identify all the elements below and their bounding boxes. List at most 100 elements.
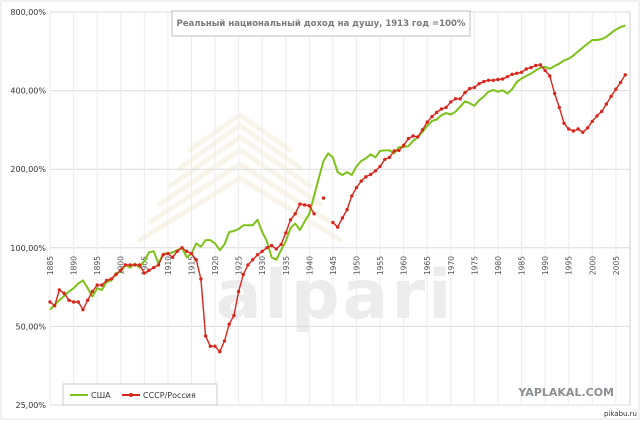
data-point xyxy=(364,175,368,179)
data-point xyxy=(288,218,293,222)
data-point xyxy=(420,128,425,132)
data-point xyxy=(430,114,434,119)
x-tick-label: 1915 xyxy=(187,256,196,275)
x-tick-label: 1995 xyxy=(565,256,574,275)
data-point xyxy=(458,97,462,101)
data-point xyxy=(529,65,533,70)
data-point xyxy=(609,94,613,99)
x-tick-label: 1885 xyxy=(46,256,55,275)
x-tick-label: 1905 xyxy=(140,256,149,275)
x-tick-label: 1890 xyxy=(70,256,79,275)
data-point xyxy=(189,251,194,256)
data-point xyxy=(557,105,561,110)
data-point xyxy=(236,289,241,294)
y-tick-label: 50,00% xyxy=(15,322,46,331)
x-tick-label: 1925 xyxy=(235,256,244,275)
data-point xyxy=(515,71,519,76)
data-point xyxy=(218,350,222,354)
data-point xyxy=(463,90,467,95)
x-tick-label: 1975 xyxy=(470,256,479,275)
data-point xyxy=(534,63,538,68)
x-tick-label: 2000 xyxy=(588,256,597,275)
data-point xyxy=(359,179,363,183)
data-point xyxy=(439,107,444,111)
data-point xyxy=(576,127,580,131)
yaplakal-watermark: YAPLAKAL.COM xyxy=(517,386,614,399)
data-point xyxy=(590,119,594,124)
data-point xyxy=(491,78,495,83)
data-point xyxy=(444,105,448,110)
data-point xyxy=(614,87,618,91)
data-point xyxy=(505,75,510,79)
data-point xyxy=(378,164,382,169)
data-point xyxy=(600,109,604,114)
data-point xyxy=(321,196,326,200)
data-point xyxy=(562,121,566,125)
legend-label: США xyxy=(91,391,111,400)
x-axis: 1885 1890 1895 1900 1905 1910 1915 1920 1925 1930… xyxy=(46,256,621,275)
alpari-watermark: alpari xyxy=(216,256,455,335)
data-point xyxy=(222,339,227,343)
data-point xyxy=(152,265,156,270)
legend-label: СССР/Россия xyxy=(143,391,196,400)
data-point xyxy=(100,283,104,287)
data-point xyxy=(62,291,66,295)
data-point xyxy=(486,78,491,83)
data-point xyxy=(156,263,161,267)
data-point xyxy=(170,255,175,259)
data-point xyxy=(406,136,411,141)
data-point xyxy=(501,77,505,81)
data-point xyxy=(595,114,599,118)
data-point xyxy=(166,251,170,256)
x-tick-label: 1895 xyxy=(93,256,102,275)
x-tick-label: 2005 xyxy=(612,256,621,275)
data-point xyxy=(81,307,85,312)
data-point xyxy=(623,73,627,77)
data-point xyxy=(185,249,189,253)
data-point xyxy=(90,289,95,294)
data-point xyxy=(161,253,165,257)
data-point xyxy=(255,253,260,257)
x-tick-label: 1970 xyxy=(447,256,456,275)
data-point xyxy=(95,283,99,287)
data-point xyxy=(48,300,52,304)
data-point xyxy=(114,272,118,277)
data-point xyxy=(227,322,231,326)
data-point xyxy=(482,79,486,84)
x-tick-label: 1980 xyxy=(494,256,503,275)
data-point xyxy=(331,220,335,225)
chart-title-box: Реальный национальный доход на душу, 191… xyxy=(171,10,471,37)
data-point xyxy=(119,268,123,272)
data-point xyxy=(618,80,623,85)
data-point xyxy=(335,225,340,229)
data-point xyxy=(133,263,137,267)
x-tick-label: 1930 xyxy=(258,256,267,275)
data-point xyxy=(260,249,264,253)
data-point xyxy=(175,249,179,253)
x-tick-label: 1965 xyxy=(423,256,432,275)
data-point xyxy=(246,263,250,267)
data-point xyxy=(373,169,378,173)
data-point xyxy=(392,149,396,153)
data-point xyxy=(411,134,415,138)
x-tick-label: 1985 xyxy=(518,256,527,275)
data-point xyxy=(435,110,439,115)
data-point xyxy=(552,91,557,96)
data-point xyxy=(425,120,429,124)
x-tick-label: 1920 xyxy=(211,256,220,275)
data-point xyxy=(548,74,552,78)
data-point xyxy=(402,143,406,147)
legend: США СССР/Россия xyxy=(62,383,218,406)
x-tick-label: 1950 xyxy=(353,256,362,275)
data-point xyxy=(571,129,576,133)
data-point xyxy=(53,304,57,308)
data-point xyxy=(496,77,500,82)
data-point xyxy=(567,127,571,131)
data-point xyxy=(123,263,128,267)
x-tick-label: 1945 xyxy=(329,256,338,275)
data-point xyxy=(284,231,288,235)
data-point xyxy=(194,258,198,262)
data-point xyxy=(477,82,481,86)
data-point xyxy=(307,204,311,208)
series-layer xyxy=(48,24,627,354)
